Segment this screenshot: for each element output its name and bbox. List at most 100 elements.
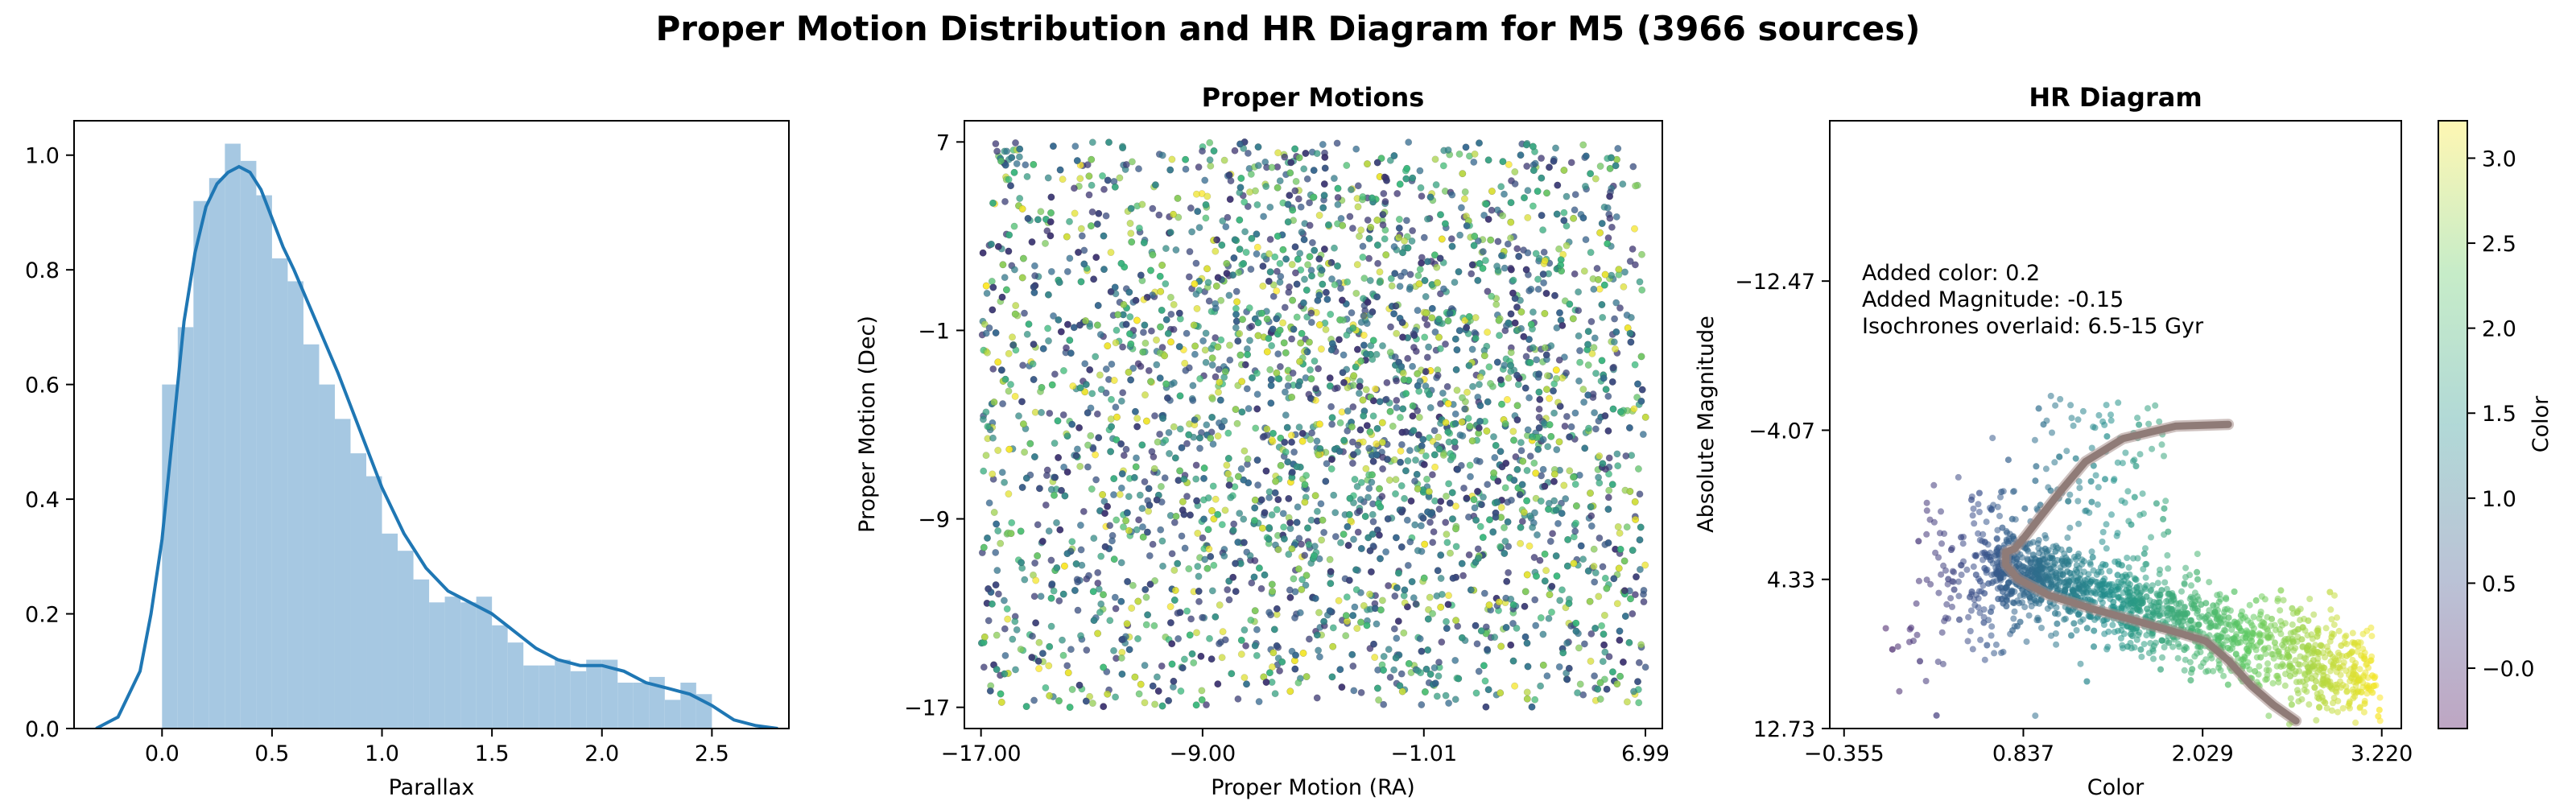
scatter-point <box>1176 467 1184 475</box>
scatter-point <box>1185 565 1193 573</box>
histogram-bar <box>225 143 241 729</box>
scatter-point <box>1278 658 1286 666</box>
scatter-point <box>1315 420 1323 428</box>
scatter-point <box>1223 461 1231 469</box>
scatter-point <box>1563 369 1571 377</box>
scatter-point <box>1517 523 1525 531</box>
scatter-point <box>1067 349 1075 357</box>
scatter-point <box>1353 482 1361 490</box>
scatter-point <box>1208 507 1216 514</box>
scatter-point <box>1408 237 1416 245</box>
scatter-point <box>1368 471 1376 479</box>
scatter-point <box>1231 236 1239 244</box>
scatter-point <box>1492 300 1501 308</box>
scatter-point <box>1139 328 1147 336</box>
scatter-point <box>1559 649 1567 657</box>
scatter-point <box>1600 641 1608 649</box>
scatter-point <box>1377 555 1384 563</box>
scatter-point <box>1634 380 1641 388</box>
scatter-point <box>1599 658 1607 666</box>
scatter-point <box>1438 590 1446 598</box>
scatter-point <box>1113 436 1121 444</box>
scatter-point <box>1539 630 1547 638</box>
scatter-point <box>1137 271 1145 279</box>
scatter-point <box>1069 382 1077 390</box>
scatter-point <box>1451 410 1459 418</box>
scatter-point <box>1130 473 1138 481</box>
scatter-point <box>1192 190 1200 198</box>
scatter-point <box>1622 452 1630 460</box>
scatter-point <box>1125 646 1133 654</box>
scatter-point <box>1196 434 1203 442</box>
scatter-point <box>1631 591 1639 599</box>
scatter-point <box>1042 501 1050 509</box>
scatter-point <box>1236 216 1244 224</box>
scatter-point <box>1088 138 1096 147</box>
scatter-point <box>1151 412 1158 420</box>
scatter-point <box>1488 206 1496 214</box>
scatter-point <box>1536 556 1544 564</box>
scatter-point <box>1529 308 1537 316</box>
scatter-point <box>1575 332 1583 340</box>
scatter-point <box>1030 592 1038 601</box>
scatter-point <box>1183 607 1191 615</box>
scatter-point <box>1468 261 1476 269</box>
scatter-point <box>1486 516 1493 524</box>
scatter-point <box>1241 626 1249 634</box>
scatter-point <box>1141 339 1150 347</box>
scatter-point <box>1111 593 1119 601</box>
x-tick-label: 0.5 <box>254 741 289 766</box>
scatter-point <box>1626 329 1634 337</box>
scatter-point <box>2160 515 2167 522</box>
scatter-point <box>1205 545 1213 553</box>
scatter-point <box>1373 440 1381 448</box>
scatter-point <box>1042 239 1049 247</box>
scatter-point <box>1572 627 1580 635</box>
scatter-point <box>1133 423 1141 431</box>
scatter-point <box>1154 687 1162 695</box>
scatter-point <box>1316 444 1324 452</box>
scatter-point <box>1265 277 1273 285</box>
scatter-point <box>1579 141 1587 149</box>
scatter-point <box>1599 460 1607 468</box>
scatter-point <box>1102 365 1110 373</box>
scatter-point <box>1327 311 1335 318</box>
scatter-point <box>1542 567 1550 575</box>
scatter-point <box>1088 181 1096 189</box>
scatter-point <box>1308 272 1315 280</box>
scatter-point <box>1609 405 1617 413</box>
scatter-point <box>1356 382 1364 390</box>
scatter-point <box>1397 458 1405 466</box>
scatter-point <box>1576 347 1583 355</box>
scatter-point <box>1410 427 1418 435</box>
scatter-point <box>1459 432 1467 440</box>
scatter-point <box>1202 200 1210 208</box>
scatter-point <box>1390 243 1398 250</box>
scatter-point <box>1071 209 1079 217</box>
scatter-point <box>1199 147 1206 155</box>
scatter-point <box>1590 344 1598 352</box>
scatter-point <box>1271 489 1279 497</box>
scatter-point <box>1090 617 1098 625</box>
scatter-point <box>1197 652 1205 660</box>
scatter-point <box>1153 496 1161 504</box>
scatter-point <box>982 452 990 460</box>
scatter-point <box>1021 448 1029 456</box>
scatter-point <box>1265 334 1273 342</box>
scatter-point <box>2376 706 2383 713</box>
scatter-point <box>1551 291 1558 299</box>
scatter-point <box>1481 677 1489 685</box>
scatter-point <box>1344 427 1352 435</box>
scatter-point <box>1289 369 1297 377</box>
scatter-point <box>1100 232 1108 240</box>
scatter-point <box>1626 258 1634 266</box>
scatter-point <box>1131 673 1139 681</box>
scatter-point <box>1285 374 1293 382</box>
scatter-point <box>1102 389 1110 397</box>
scatter-point <box>1030 283 1038 291</box>
scatter-point <box>1601 648 1609 656</box>
scatter-point <box>1608 223 1616 231</box>
scatter-point <box>1540 279 1548 287</box>
scatter-point <box>1094 302 1102 309</box>
scatter-point <box>1491 454 1499 461</box>
